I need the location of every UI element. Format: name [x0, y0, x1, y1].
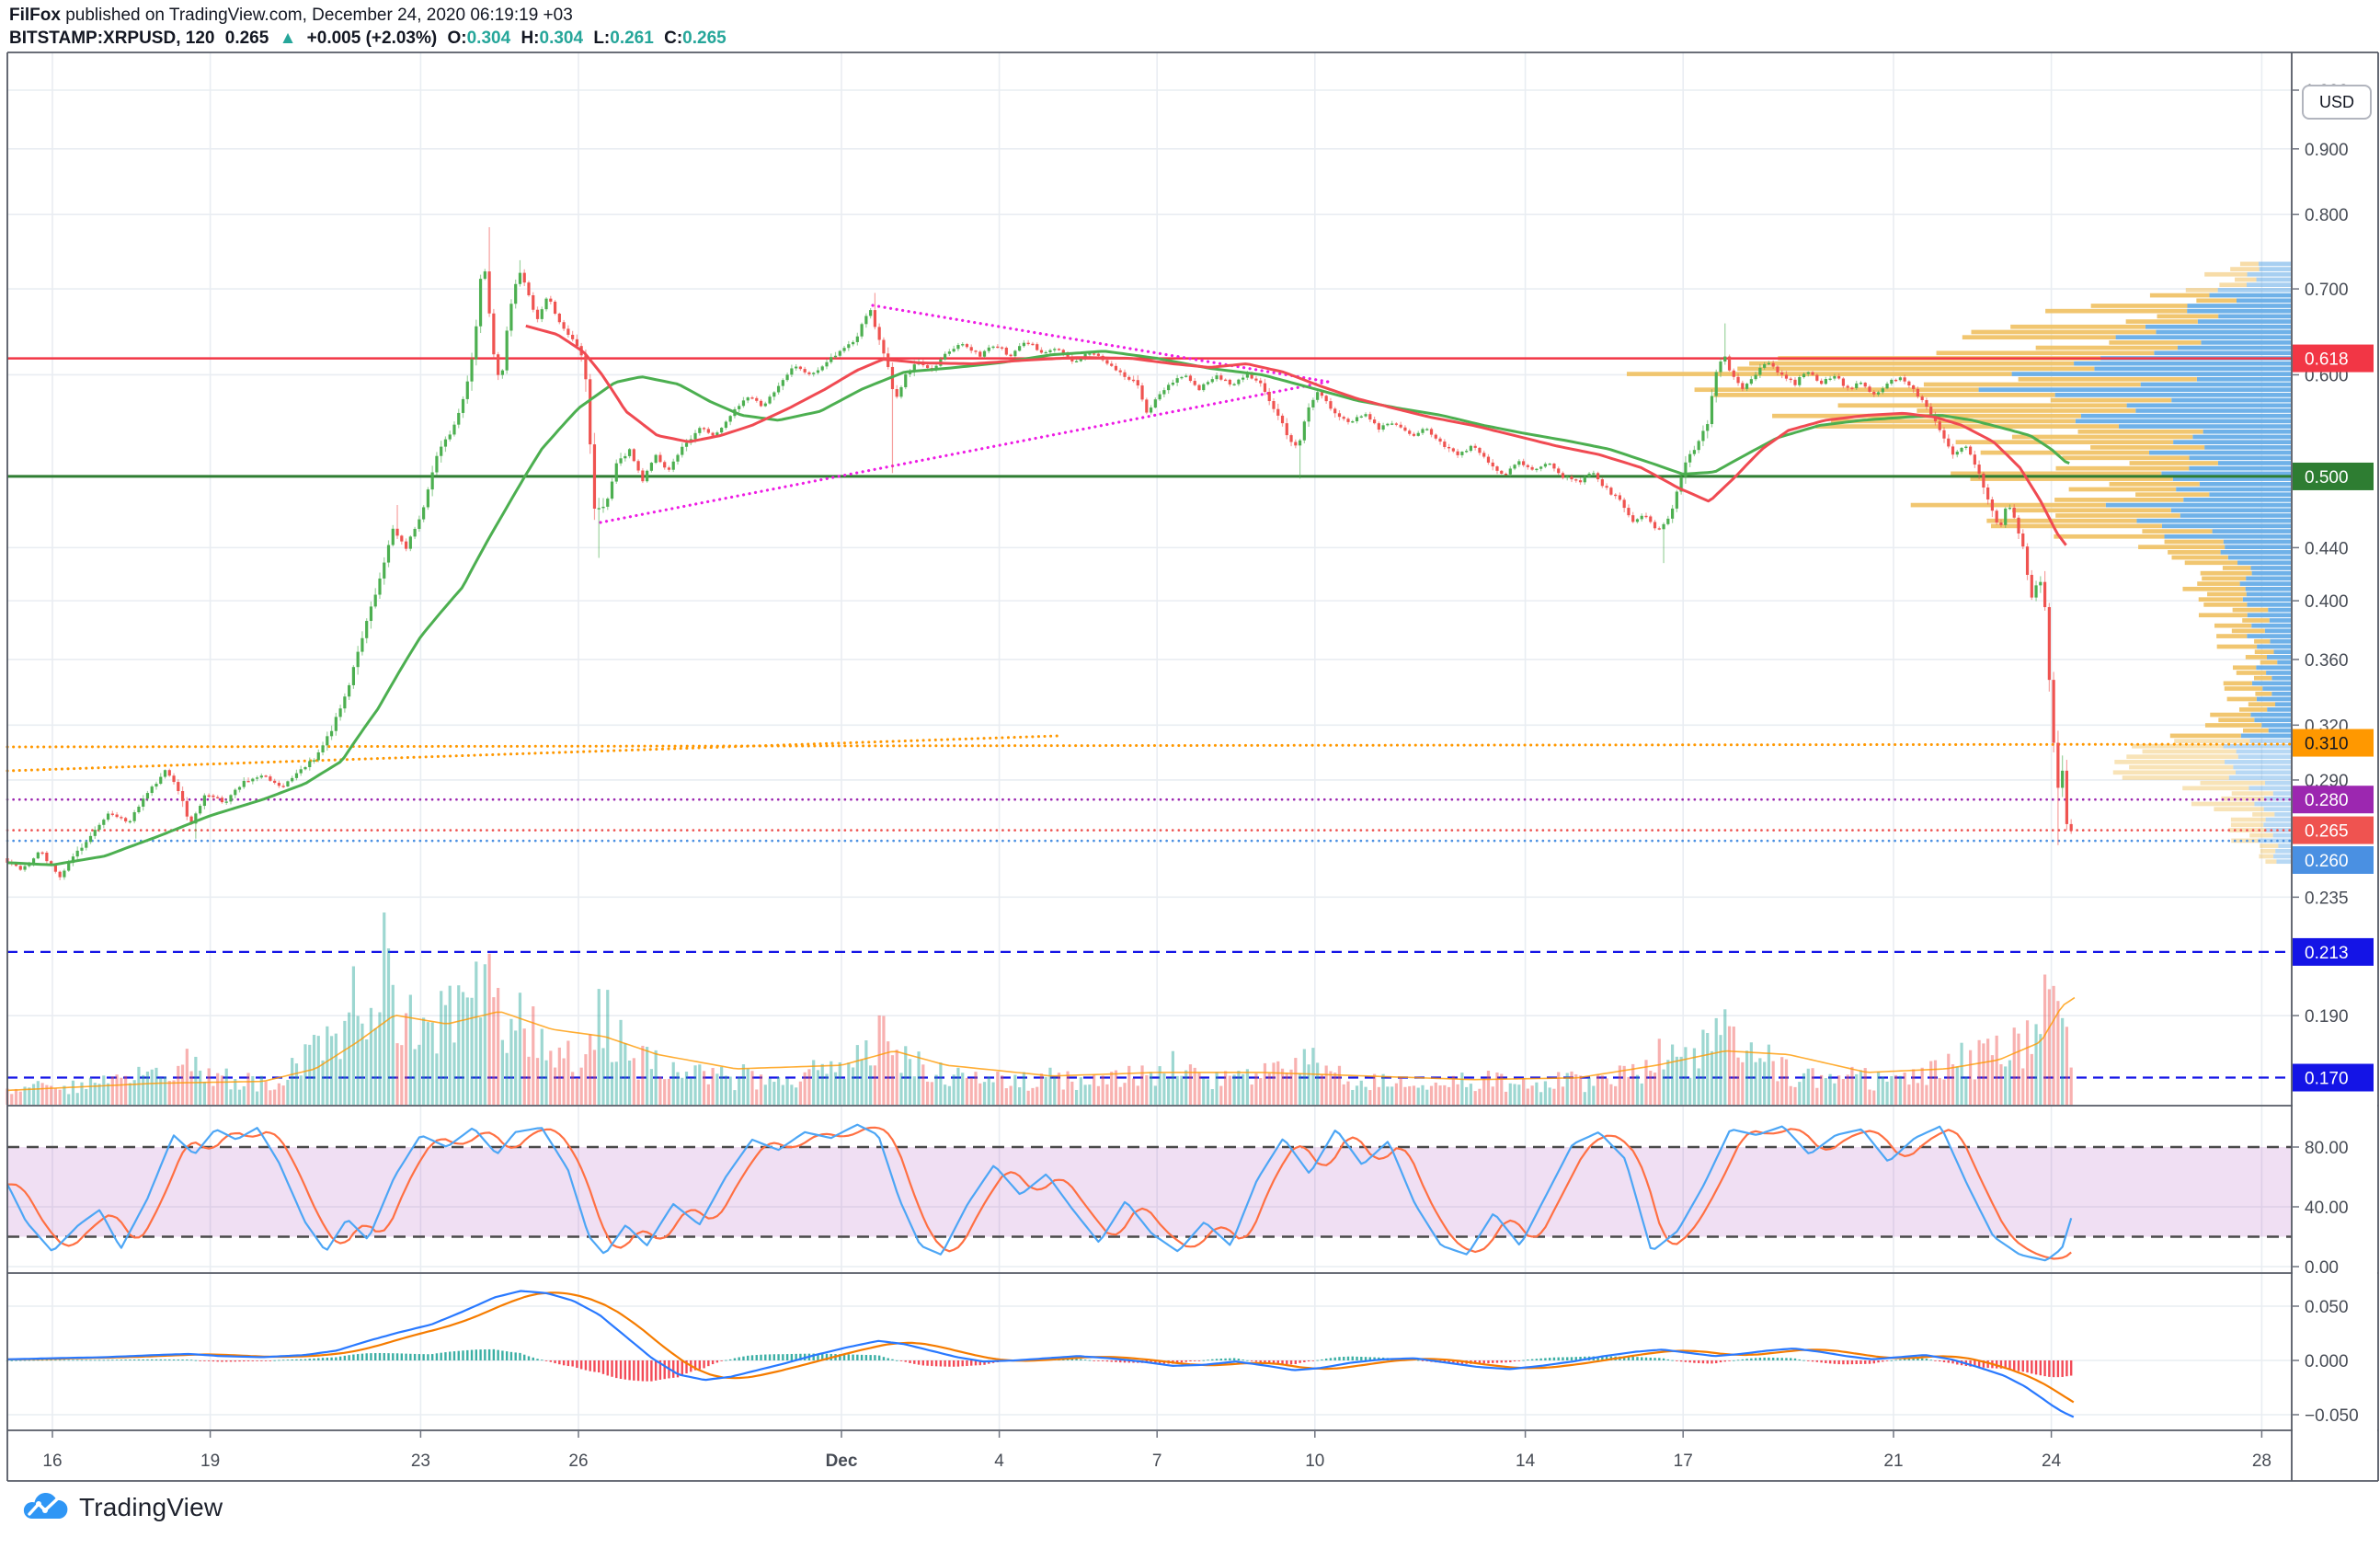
fast-ma-line[interactable] — [525, 324, 2067, 546]
time-axis-label: 23 — [411, 1451, 430, 1471]
open-value: 0.304 — [466, 29, 511, 48]
price-axis-label: 0.310 — [2305, 735, 2349, 754]
volume-profile — [1626, 261, 2291, 865]
time-axis-label: 24 — [2042, 1451, 2062, 1471]
publication-info: published on TradingView.com, December 2… — [60, 6, 573, 25]
price-badge-0.310 — [2293, 729, 2374, 757]
slow-ma-line[interactable] — [6, 350, 2070, 866]
price-axis-label: 0.235 — [2305, 889, 2349, 908]
price-axis-label: 0.440 — [2305, 539, 2349, 558]
price-axis-label: 0.213 — [2305, 944, 2349, 963]
up-arrow-icon: ▲ — [279, 29, 297, 48]
open-label: O: — [447, 29, 467, 48]
time-axis-label: 7 — [1152, 1451, 1162, 1471]
price-axis-label: 0.280 — [2305, 791, 2349, 810]
price-axis-label: 0.265 — [2305, 822, 2349, 842]
time-axis-label: 26 — [568, 1451, 588, 1471]
symbol-title[interactable]: BITSTAMP:XRPUSD, 120 — [9, 29, 215, 48]
price-axis-label: 0.260 — [2305, 852, 2349, 871]
price-badge-0.280 — [2293, 786, 2374, 814]
pane-borders — [6, 52, 2379, 1482]
time-axis-label: 4 — [994, 1451, 1004, 1471]
time-axis-label: 21 — [1883, 1451, 1903, 1471]
price-axis-label: −0.050 — [2305, 1406, 2359, 1426]
stochastic-pane[interactable] — [6, 1123, 2292, 1262]
tradingview-wordmark: TradingView — [79, 1493, 223, 1521]
low-value: 0.261 — [610, 29, 654, 48]
price-badge-0.618 — [2293, 344, 2374, 373]
currency-toggle-button[interactable]: USD — [2302, 85, 2372, 120]
price-axis-label: 0.170 — [2305, 1070, 2349, 1089]
symbol-line: BITSTAMP:XRPUSD, 120 0.265 ▲ +0.005 (+2.… — [9, 27, 732, 51]
price-axis-label: 0.900 — [2305, 141, 2349, 160]
support-resistance-levels[interactable] — [6, 357, 2294, 1079]
time-axis-label: 10 — [1305, 1451, 1324, 1471]
tradingview-cloud-icon — [23, 1492, 68, 1520]
volume-ma-line — [6, 996, 2076, 1092]
publication-line: FilFox published on TradingView.com, Dec… — [9, 4, 732, 27]
high-value: 0.304 — [539, 29, 584, 48]
time-axis-label: 19 — [200, 1451, 220, 1471]
publication-header: FilFox published on TradingView.com, Dec… — [9, 4, 732, 51]
price-axis-label: 0.190 — [2305, 1007, 2349, 1027]
price-badge-0.170 — [2293, 1063, 2374, 1092]
macd-pane[interactable] — [6, 1290, 2075, 1418]
high-label: H: — [521, 29, 540, 48]
price-axis-label: 0.00 — [2305, 1258, 2339, 1278]
close-value: 0.265 — [682, 29, 727, 48]
price-axis-label: 0.400 — [2305, 592, 2349, 612]
time-axis-label: 17 — [1674, 1451, 1693, 1471]
price-axis-label: 0.700 — [2305, 281, 2349, 300]
price-axis-label: 0.618 — [2305, 350, 2349, 370]
low-label: L: — [593, 29, 611, 48]
time-axis[interactable]: 16 19 23 26 Dec 4 7 10 14 17 21 24 28 — [42, 1430, 2271, 1471]
price-axis-label: 0.500 — [2305, 468, 2349, 488]
price-axis-label: 0.000 — [2305, 1352, 2349, 1371]
price-axis-label: 0.800 — [2305, 206, 2349, 225]
price-badge-0.213 — [2293, 937, 2374, 966]
time-axis-label: Dec — [826, 1451, 858, 1471]
time-axis-label: 28 — [2252, 1451, 2271, 1471]
triangle-trendlines[interactable] — [599, 304, 1330, 524]
price-badge-0.260 — [2293, 846, 2374, 874]
candlestick-series[interactable] — [6, 226, 2073, 880]
price-axis-label: 0.360 — [2305, 651, 2349, 671]
tradingview-logo[interactable]: TradingView — [22, 1492, 223, 1523]
grid-layer — [7, 52, 2292, 1430]
price-badge-0.500 — [2293, 462, 2374, 490]
time-axis-label: 14 — [1516, 1451, 1536, 1471]
price-change: +0.005 (+2.03%) — [306, 29, 438, 48]
close-label: C: — [664, 29, 683, 48]
time-axis-label: 16 — [42, 1451, 62, 1471]
price-axis-label: 80.00 — [2305, 1139, 2349, 1158]
price-axis[interactable]: 1.0000.9000.8000.7000.6000.4400.4000.360… — [2292, 53, 2377, 1480]
last-price: 0.265 — [224, 29, 269, 48]
author-name: FilFox — [9, 6, 61, 25]
price-axis-label: 0.050 — [2305, 1298, 2349, 1317]
price-axis-label: 40.00 — [2305, 1199, 2349, 1218]
volume-histogram — [6, 912, 2073, 1105]
price-badge-0.265 — [2293, 816, 2374, 844]
